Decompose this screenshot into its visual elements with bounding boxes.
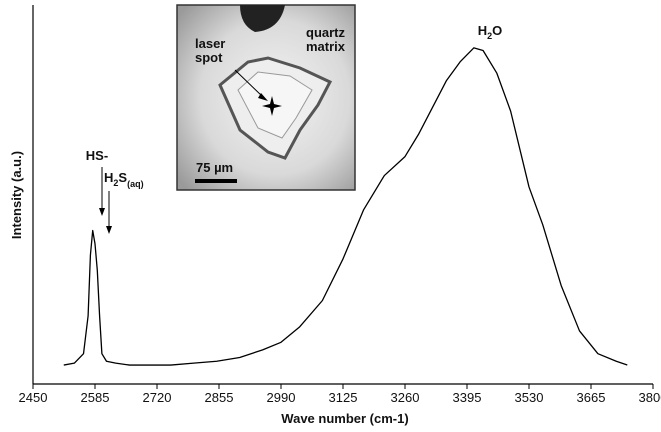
spectrum-line — [63, 47, 628, 366]
x-tick-label: 2855 — [205, 390, 234, 405]
annotation-part: 2 — [487, 31, 492, 41]
x-tick-label: 3260 — [391, 390, 420, 405]
x-tick-label: 2990 — [267, 390, 296, 405]
annotation-part: (aq) — [127, 179, 144, 189]
arrow-head — [99, 208, 105, 216]
annotation-part: H — [478, 23, 487, 38]
x-tick-label: 3530 — [515, 390, 544, 405]
scale-bar — [195, 179, 237, 183]
annotation: H2S(aq) — [104, 170, 144, 189]
x-tick-label: 3125 — [329, 390, 358, 405]
annotation-part: H — [104, 170, 113, 185]
inset-label-line: quartz — [306, 25, 346, 40]
annotation-part: O — [492, 23, 502, 38]
y-axis-label: Intensity (a.u.) — [9, 151, 24, 239]
inset-label-line: laser — [195, 36, 225, 51]
laser-spot-marker — [262, 96, 282, 116]
inset-label-line: spot — [195, 50, 223, 65]
inset-label: laser spot — [195, 36, 225, 65]
annotation-part: 2 — [113, 178, 118, 188]
x-tick-label: 2450 — [19, 390, 48, 405]
annotation: HS- — [86, 148, 108, 163]
x-tick-label: 3395 — [453, 390, 482, 405]
annotation-part: S — [118, 170, 127, 185]
x-tick-label: 2585 — [81, 390, 110, 405]
x-axis-label: Wave number (cm-1) — [281, 411, 408, 426]
inset-label: quartz matrix — [306, 25, 346, 54]
axes: 2450 2585 2720 2855 2990 3125 3260 3395 3530 3665… — [19, 5, 661, 405]
inset-shadow — [240, 5, 285, 32]
x-tick-label: 3800 — [639, 390, 661, 405]
annotation: H2O — [478, 23, 503, 41]
arrow — [234, 69, 266, 100]
x-tick-label: 3665 — [577, 390, 606, 405]
inset: laser spot quartz matrix 75 µm — [176, 4, 356, 191]
scale-label: 75 µm — [196, 160, 233, 175]
x-tick-label: 2720 — [143, 390, 172, 405]
arrow-head — [106, 226, 112, 234]
arrow-head — [258, 93, 268, 101]
inset-label-line: matrix — [306, 39, 346, 54]
